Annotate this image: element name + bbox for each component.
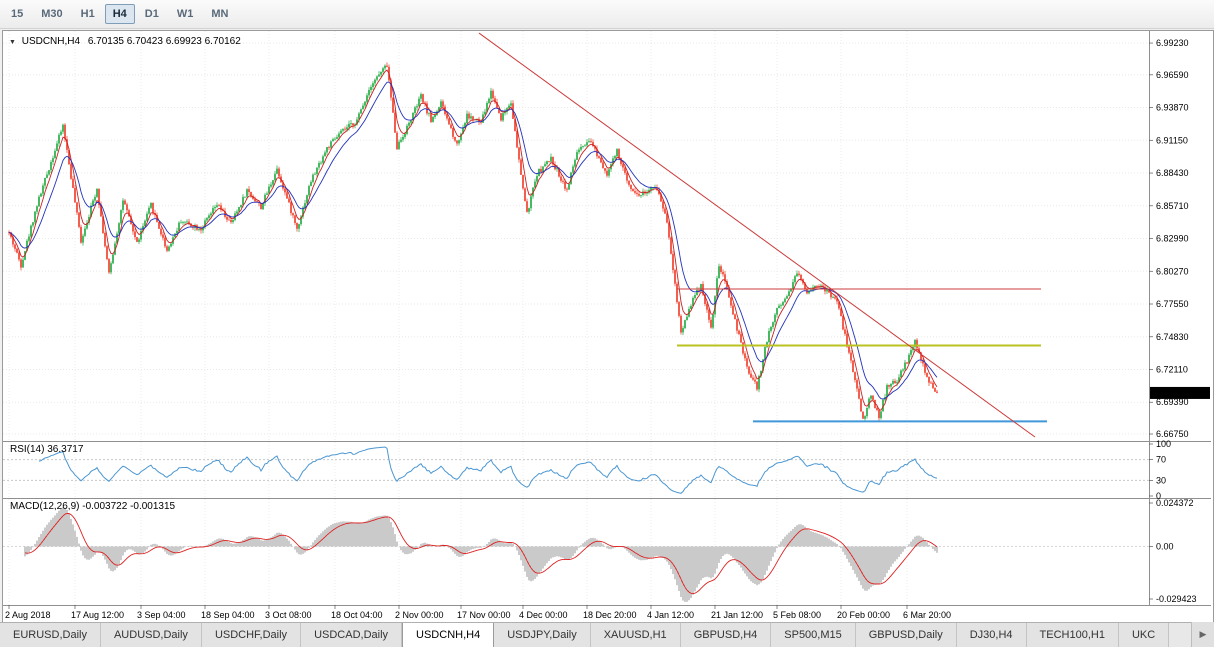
date-axis-label: 2 Aug 2018 — [5, 610, 51, 620]
price-axis-label: 6.88430 — [1156, 168, 1189, 178]
chart-tab-xauusd-h1[interactable]: XAUUSD,H1 — [590, 623, 681, 647]
timeframe-button-15[interactable]: 15 — [11, 8, 24, 20]
date-axis-label: 3 Sep 04:00 — [137, 610, 186, 620]
chart-tab-eurusd-daily[interactable]: EURUSD,Daily — [0, 623, 101, 647]
timeframe-button-m30[interactable]: M30 — [41, 8, 63, 20]
chart-tab-audusd-daily[interactable]: AUDUSD,Daily — [100, 623, 202, 647]
price-chart[interactable]: 6.99230 6.96590 6.93870 6.91150 6.88430 6.857… — [3, 31, 1211, 621]
chart-tab-usdcnh-h4[interactable]: USDCNH,H4 — [402, 623, 495, 647]
price-axis-label: 6.80270 — [1156, 266, 1189, 276]
rsi-line — [38, 446, 938, 494]
current-price-badge — [1150, 386, 1210, 399]
chart-tab-tech100-h1[interactable]: TECH100,H1 — [1026, 623, 1119, 647]
macd-signal-line — [24, 512, 938, 595]
price-axis-label: 6.77550 — [1156, 299, 1189, 309]
timeframe-button-d1[interactable]: D1 — [144, 8, 159, 20]
descending-trendline[interactable] — [478, 32, 1036, 438]
price-axis-label: 6.74830 — [1156, 332, 1189, 342]
chart-symbol-label: USDCNH,H4 — [21, 36, 81, 47]
chart-tabs-bar: EURUSD,Daily AUDUSD,Daily USDCHF,Daily USDC… — [0, 622, 1214, 647]
chart-tab-sp500-m15[interactable]: SP500,M15 — [771, 623, 856, 647]
date-axis-label: 5 Feb 08:00 — [773, 610, 821, 620]
date-axis-label: 17 Aug 12:00 — [71, 610, 124, 620]
ma-slow-line — [8, 81, 938, 400]
macd-label: MACD(12,26,9) -0.003722 -0.001315 — [10, 501, 176, 512]
price-axis-label: 6.85710 — [1156, 201, 1189, 211]
tabs-scroll-right-button[interactable]: ▶ — [1191, 622, 1214, 647]
rsi-axis-label: 0 — [1156, 491, 1161, 501]
price-axis-label: 6.82990 — [1156, 234, 1189, 244]
chart-ohlc-label: 6.70135 6.70423 6.69923 6.70162 — [87, 36, 241, 47]
date-axis-label: 4 Dec 00:00 — [519, 610, 568, 620]
chart-tab-usdchf-daily[interactable]: USDCHF,Daily — [201, 623, 302, 647]
macd-axis-label: 0.024372 — [1156, 498, 1194, 508]
chart-tab-usdcad-daily[interactable]: USDCAD,Daily — [301, 623, 403, 647]
date-axis-label: 17 Nov 00:00 — [457, 610, 511, 620]
date-axis-label: 18 Oct 04:00 — [331, 610, 383, 620]
chart-tab-dj30-h4[interactable]: DJ30,H4 — [956, 623, 1027, 647]
timeframe-button-w1[interactable]: W1 — [176, 8, 194, 20]
date-axis-label: 4 Jan 12:00 — [647, 610, 694, 620]
price-axis-label: 6.72110 — [1156, 364, 1188, 374]
chart-title: ▼ USDCNH,H4 6.70135 6.70423 6.69923 6.70… — [9, 36, 241, 47]
grid-lines — [3, 31, 1149, 605]
chart-tab-usdjpy-daily[interactable]: USDJPY,Daily — [494, 623, 591, 647]
timeframe-button-h4[interactable]: H4 — [104, 4, 135, 24]
price-scale: 6.99230 6.96590 6.93870 6.91150 6.88430 6.857… — [1149, 38, 1197, 604]
candles — [8, 62, 938, 421]
chart-tab-gbpusd-h4[interactable]: GBPUSD,H4 — [680, 623, 772, 647]
price-axis-label: 6.69390 — [1156, 397, 1189, 407]
date-axis-label: 2 Nov 00:00 — [395, 610, 444, 620]
rsi-axis-label: 100 — [1156, 439, 1171, 449]
date-axis-label: 20 Feb 00:00 — [837, 610, 890, 620]
rsi-axis-label: 70 — [1156, 455, 1166, 465]
date-axis: 2 Aug 2018 17 Aug 12:00 3 Sep 04:00 18 Sep … — [5, 605, 951, 620]
price-axis-label: 6.66750 — [1156, 429, 1189, 439]
price-axis-label: 6.99230 — [1156, 38, 1189, 48]
chart-tab-ukc[interactable]: UKC — [1118, 623, 1170, 647]
date-axis-label: 3 Oct 08:00 — [265, 610, 312, 620]
macd-axis-label: -0.029423 — [1156, 594, 1197, 604]
price-axis-label: 6.96590 — [1156, 70, 1189, 80]
price-axis-label: 6.91150 — [1156, 135, 1188, 145]
macd-axis-label: 0.00 — [1156, 542, 1174, 552]
chevron-right-icon: ▶ — [1199, 629, 1207, 639]
timeframe-toolbar: 15 M30 H1 H4 D1 W1 MN — [0, 0, 1214, 29]
macd-histogram — [24, 506, 938, 602]
ma-fast-line — [8, 69, 938, 411]
date-axis-label: 18 Dec 20:00 — [583, 610, 637, 620]
chart-window: 6.99230 6.96590 6.93870 6.91150 6.88430 6.857… — [2, 30, 1214, 624]
rsi-axis-label: 30 — [1156, 475, 1166, 485]
date-axis-label: 18 Sep 04:00 — [201, 610, 255, 620]
timeframe-button-mn[interactable]: MN — [211, 8, 229, 20]
rsi-label: RSI(14) 36.3717 — [10, 444, 84, 455]
current-price-value: 6.70162 — [1156, 388, 1189, 398]
collapse-indicator-icon[interactable]: ▼ — [9, 39, 16, 46]
date-axis-label: 6 Mar 20:00 — [903, 610, 951, 620]
price-axis-label: 6.93870 — [1156, 103, 1189, 113]
date-axis-label: 21 Jan 12:00 — [711, 610, 763, 620]
timeframe-button-h1[interactable]: H1 — [80, 8, 95, 20]
chart-tab-gbpusd-daily[interactable]: GBPUSD,Daily — [855, 623, 957, 647]
